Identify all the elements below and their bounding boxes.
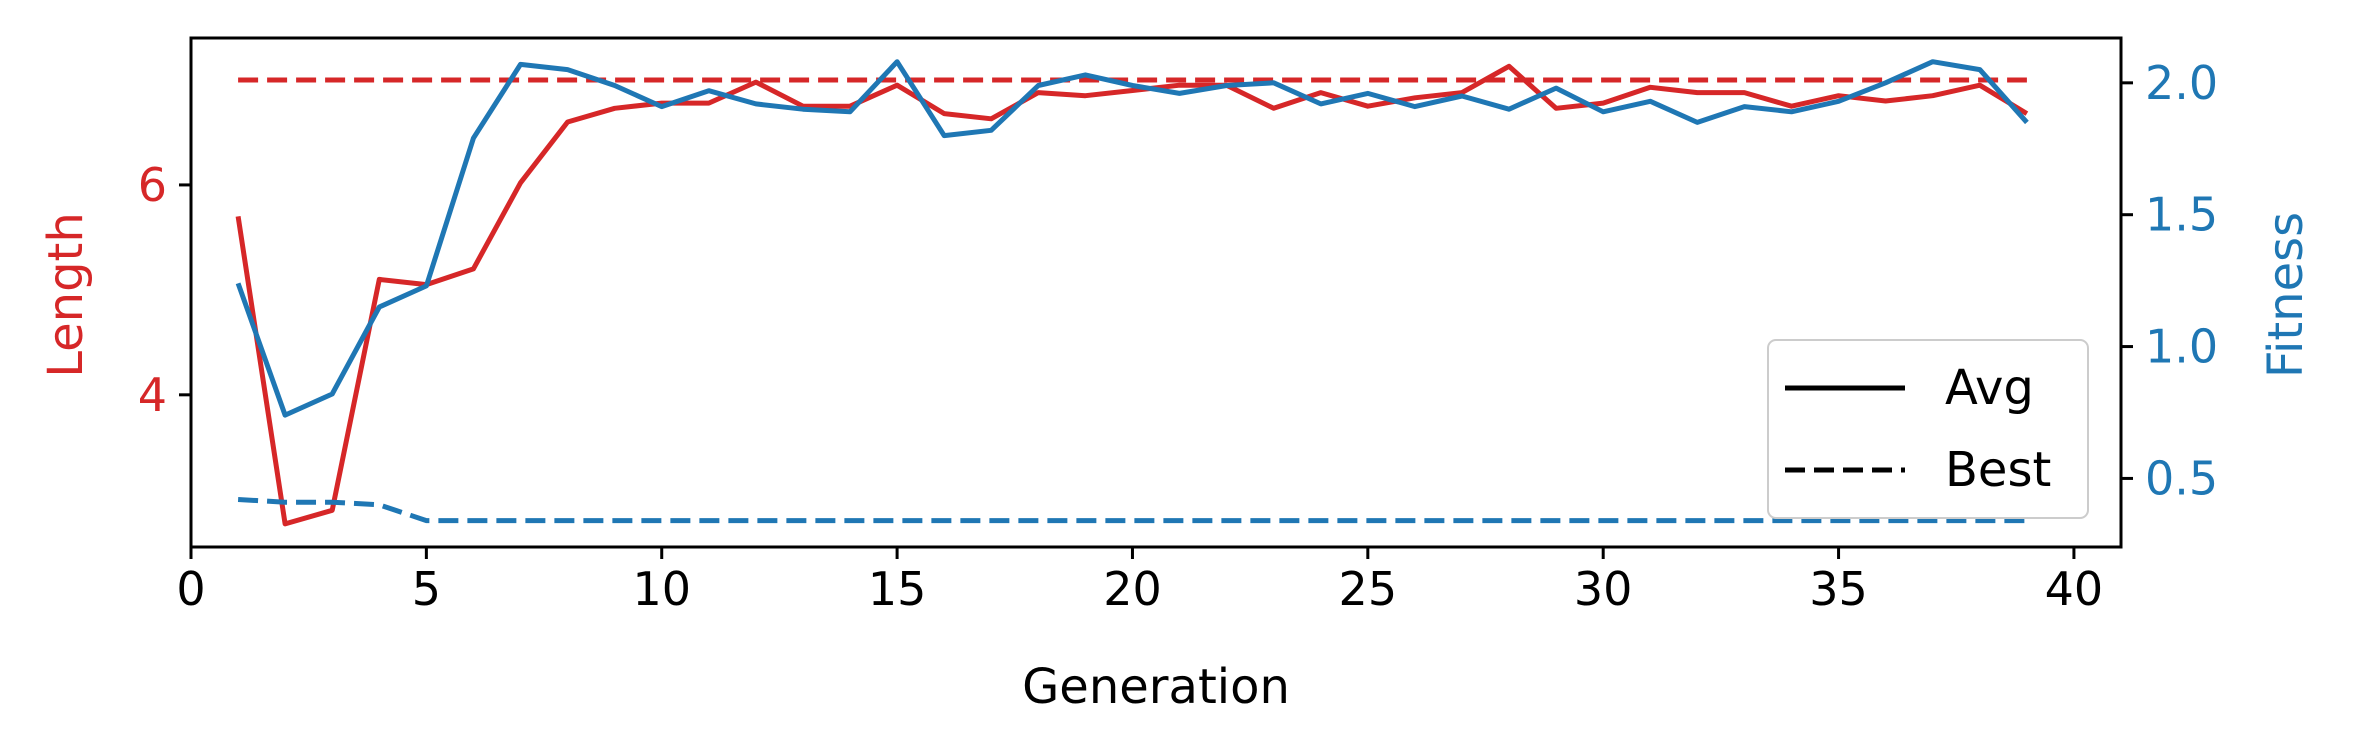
x-tick-label: 15 — [868, 562, 927, 616]
y-right-tick-label: 1.5 — [2145, 188, 2218, 242]
length-avg-line — [235, 63, 2029, 527]
fitness-avg-line — [235, 59, 2029, 418]
x-tick-label: 40 — [2045, 562, 2104, 616]
plot-area — [235, 59, 2029, 527]
y-left-tick-label: 6 — [138, 158, 167, 212]
ticks: 0 5 10 15 20 25 30 35 40 4 6 0.5 1.0 1.5 2.0 — [138, 56, 2218, 616]
x-tick-label: 30 — [1574, 562, 1633, 616]
legend-box — [1767, 339, 2089, 519]
legend: Avg Best — [1767, 339, 2089, 519]
y-right-tick-label: 2.0 — [2145, 56, 2218, 110]
fitness-best-line — [237, 497, 2027, 524]
y-right-tick-label: 0.5 — [2145, 451, 2218, 505]
y-right-tick-label: 1.0 — [2145, 320, 2218, 374]
x-tick-label: 20 — [1103, 562, 1162, 616]
x-tick-label: 0 — [176, 562, 205, 616]
x-tick-label: 35 — [1809, 562, 1868, 616]
y-left-tick-label: 4 — [138, 368, 167, 422]
x-tick-label: 5 — [412, 562, 441, 616]
legend-avg-label: Avg — [1945, 360, 2034, 416]
x-tick-label: 10 — [632, 562, 691, 616]
axes-frame — [189, 36, 2123, 549]
y-axis-left-label: Length — [38, 212, 94, 378]
y-axis-right-label: Fitness — [2258, 212, 2314, 378]
x-tick-label: 25 — [1339, 562, 1398, 616]
x-axis-label: Generation — [1022, 659, 1290, 715]
legend-best-label: Best — [1945, 442, 2051, 498]
